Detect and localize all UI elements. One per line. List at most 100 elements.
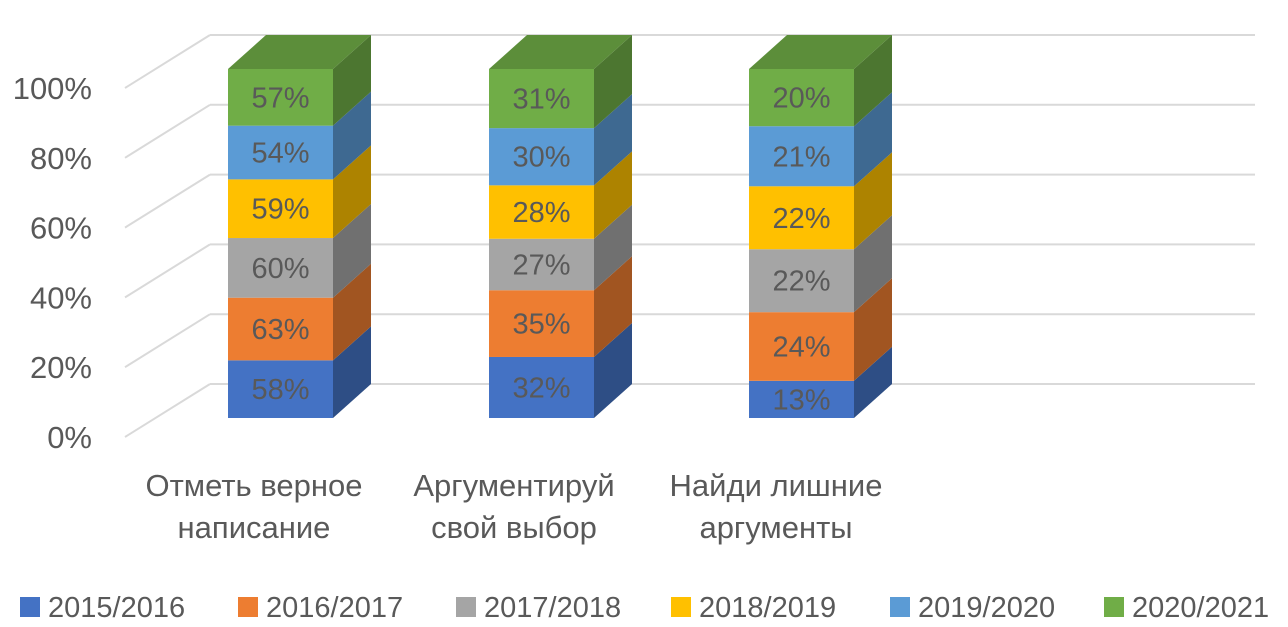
bar-side — [854, 92, 892, 187]
bar-front — [749, 126, 854, 187]
legend-item: 2016/2017 — [238, 592, 403, 624]
data-label: 63% — [251, 314, 309, 346]
legend: 2015/2016 2016/2017 2017/2018 2018/2019 2019… — [20, 592, 1269, 624]
bar-segment: 21% — [749, 92, 892, 187]
data-label: 27% — [512, 249, 570, 281]
bar-side — [854, 346, 892, 418]
gridline-diagonal — [124, 103, 211, 159]
legend-swatch — [456, 597, 476, 617]
bars: 58% 63% 60% 59% 54% 57% 32% 35% 27% 28% 30% 31% 13% 2… — [228, 35, 892, 418]
data-label: 58% — [251, 374, 309, 406]
category-label: Отметь верное — [146, 468, 363, 503]
gridline-diagonal — [124, 173, 211, 229]
data-label: 60% — [251, 253, 309, 285]
gridline-diagonal — [124, 34, 211, 89]
data-label: 20% — [772, 83, 830, 115]
bar-segment: 28% — [489, 151, 632, 239]
data-label: 22% — [772, 203, 830, 235]
bar-side — [594, 94, 632, 186]
bar-front — [489, 69, 594, 129]
bar-side — [854, 152, 892, 250]
bar-segment: 22% — [749, 152, 892, 250]
bar-front — [228, 360, 333, 418]
bar-front — [228, 238, 333, 298]
legend-item: 2017/2018 — [456, 592, 621, 624]
bar-side — [333, 204, 371, 298]
data-label: 32% — [512, 372, 570, 404]
data-label: 13% — [772, 384, 830, 416]
gridlines — [124, 34, 1255, 438]
bar-top — [228, 35, 371, 69]
legend-swatch — [671, 597, 691, 617]
data-label: 22% — [772, 266, 830, 298]
bar-segment: 31% — [489, 35, 632, 129]
bar-side — [854, 278, 892, 381]
legend-label: 2018/2019 — [699, 592, 836, 624]
legend-label: 2020/2021 — [1132, 592, 1269, 624]
y-tick-label: 40% — [30, 280, 92, 315]
legend-swatch — [890, 597, 910, 617]
data-label: 24% — [772, 331, 830, 363]
y-axis: 0% 20% 40% 60% 80% 100% — [13, 71, 92, 455]
bar-front — [228, 297, 333, 361]
bar-side — [594, 35, 632, 129]
bar-segment: 20% — [749, 35, 892, 127]
bar-segment: 57% — [228, 35, 371, 126]
legend-swatch — [238, 597, 258, 617]
data-label: 31% — [512, 84, 570, 116]
category-label: Аргументируй — [413, 468, 614, 503]
bar-segment: 63% — [228, 263, 371, 361]
category-label: аргументы — [699, 510, 852, 545]
y-tick-label: 0% — [47, 420, 92, 455]
y-tick-label: 80% — [30, 141, 92, 176]
column-3: 13% 24% 22% 22% 21% 20% — [749, 35, 892, 418]
bar-front — [749, 186, 854, 250]
data-label: 57% — [251, 82, 309, 114]
data-label: 59% — [251, 194, 309, 226]
bar-side — [333, 326, 371, 418]
bar-top — [489, 35, 632, 69]
category-label: свой выбор — [431, 510, 597, 545]
bar-segment: 35% — [489, 256, 632, 357]
y-tick-label: 60% — [30, 211, 92, 246]
category-label: написание — [178, 510, 331, 545]
bar-segment: 13% — [749, 346, 892, 418]
bar-side — [333, 145, 371, 239]
bar-side — [594, 204, 632, 291]
bar-front — [489, 128, 594, 186]
legend-label: 2015/2016 — [48, 592, 185, 624]
bar-front — [749, 249, 854, 313]
bar-segment: 22% — [749, 215, 892, 313]
bar-segment: 59% — [228, 145, 371, 239]
column-1: 58% 63% 60% 59% 54% 57% — [228, 35, 371, 418]
gridline-diagonal — [124, 313, 211, 369]
legend-item: 2019/2020 — [890, 592, 1055, 624]
bar-segment: 24% — [749, 278, 892, 381]
legend-swatch — [1104, 597, 1124, 617]
bar-front — [489, 290, 594, 357]
bar-front — [749, 380, 854, 418]
bar-side — [854, 35, 892, 127]
legend-item: 2020/2021 — [1104, 592, 1269, 624]
bar-front — [228, 125, 333, 180]
bar-side — [333, 263, 371, 361]
category-label: Найди лишние — [670, 468, 883, 503]
bar-segment: 30% — [489, 94, 632, 186]
bar-side — [594, 322, 632, 418]
legend-item: 2018/2019 — [671, 592, 836, 624]
bar-front — [749, 312, 854, 381]
data-label: 21% — [772, 141, 830, 173]
bar-front — [228, 179, 333, 239]
legend-label: 2016/2017 — [266, 592, 403, 624]
gridline-diagonal — [124, 383, 211, 438]
legend-label: 2017/2018 — [484, 592, 621, 624]
column-2: 32% 35% 27% 28% 30% 31% — [489, 35, 632, 418]
bar-side — [854, 215, 892, 313]
data-label: 54% — [251, 138, 309, 170]
bar-top — [749, 35, 892, 69]
bar-front — [489, 238, 594, 291]
legend-label: 2019/2020 — [918, 592, 1055, 624]
bar-side — [594, 256, 632, 357]
legend-swatch — [20, 597, 40, 617]
